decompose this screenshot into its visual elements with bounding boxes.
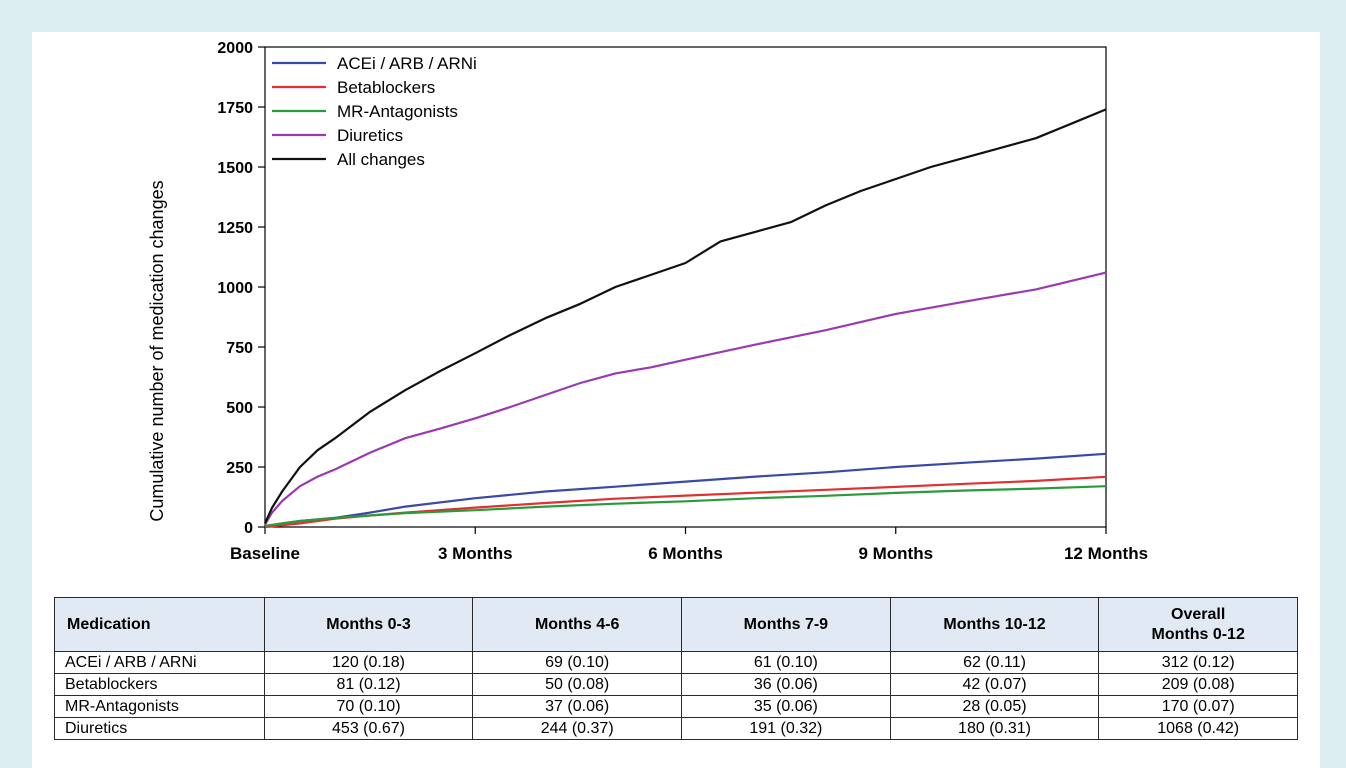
y-tick-label: 1500 bbox=[217, 160, 253, 177]
table-cell: 61 (0.10) bbox=[681, 651, 891, 674]
table-row: Diuretics 453 (0.67) 244 (0.37) 191 (0.3… bbox=[54, 717, 1298, 740]
table-cell: 191 (0.32) bbox=[681, 717, 891, 740]
header-months-7-9: Months 7-9 bbox=[681, 597, 891, 652]
table-row: ACEi / ARB / ARNi 120 (0.18) 69 (0.10) 6… bbox=[54, 651, 1298, 674]
y-tick-label: 1250 bbox=[217, 220, 253, 237]
header-medication: Medication bbox=[54, 597, 265, 652]
header-overall-line2: Months 0-12 bbox=[1151, 625, 1245, 643]
table-header-row: Medication Months 0-3 Months 4-6 Months … bbox=[54, 597, 1298, 652]
series-line-4 bbox=[263, 108, 1107, 524]
table-cell: 180 (0.31) bbox=[889, 717, 1100, 740]
x-tick-label: 12 Months bbox=[1064, 544, 1148, 563]
y-tick-label: 1750 bbox=[217, 100, 253, 117]
header-overall-line1: Overall bbox=[1171, 605, 1226, 623]
table-cell: 81 (0.12) bbox=[263, 673, 474, 696]
table-cell: 36 (0.06) bbox=[681, 673, 891, 696]
table-cell: 28 (0.05) bbox=[889, 695, 1100, 718]
legend-label: MR-Antagonists bbox=[337, 102, 458, 121]
header-months-4-6: Months 4-6 bbox=[472, 597, 683, 652]
legend-label: Betablockers bbox=[337, 78, 435, 97]
legend-label: All changes bbox=[337, 150, 425, 169]
table-cell: 170 (0.07) bbox=[1098, 695, 1298, 718]
table-cell: 312 (0.12) bbox=[1098, 651, 1298, 674]
header-overall: Overall Months 0-12 bbox=[1098, 597, 1298, 652]
medication-summary-table: Medication Months 0-3 Months 4-6 Months … bbox=[54, 597, 1298, 740]
legend-label: Diuretics bbox=[337, 126, 403, 145]
table-cell: 209 (0.08) bbox=[1098, 673, 1298, 696]
table-cell: MR-Antagonists bbox=[54, 695, 265, 718]
table-cell: 50 (0.08) bbox=[472, 673, 683, 696]
y-tick-label: 1000 bbox=[217, 280, 253, 297]
x-tick-label: 3 Months bbox=[438, 544, 513, 563]
legend: ACEi / ARB / ARNi Betablockers MR-Antagoni… bbox=[272, 54, 477, 169]
table-cell: 1068 (0.42) bbox=[1098, 717, 1298, 740]
table-cell: Diuretics bbox=[54, 717, 265, 740]
table-cell: 69 (0.10) bbox=[472, 651, 683, 674]
y-tick-label: 2000 bbox=[217, 40, 253, 57]
y-axis-label: Cumulative number of medication changes bbox=[147, 180, 167, 521]
x-tick-label: 6 Months bbox=[648, 544, 723, 563]
table-cell: 120 (0.18) bbox=[263, 651, 474, 674]
y-tick-label: 250 bbox=[226, 460, 253, 477]
table-cell: 70 (0.10) bbox=[263, 695, 474, 718]
figure-panel: Cumulative number of medication changes … bbox=[32, 32, 1320, 768]
axes: 0 250 500 750 1000 1250 1500 1750 2000 Baseline 3 … bbox=[217, 40, 1148, 563]
table-cell: 35 (0.06) bbox=[681, 695, 891, 718]
table-cell: 37 (0.06) bbox=[472, 695, 683, 718]
table-cell: 62 (0.11) bbox=[889, 651, 1100, 674]
legend-label: ACEi / ARB / ARNi bbox=[337, 54, 477, 73]
x-tick-label: Baseline bbox=[230, 544, 300, 563]
series-lines bbox=[263, 108, 1107, 529]
cumulative-changes-chart: Cumulative number of medication changes … bbox=[147, 40, 1148, 563]
x-tick-label: 9 Months bbox=[858, 544, 933, 563]
table-cell: 453 (0.67) bbox=[263, 717, 474, 740]
table-row: MR-Antagonists 70 (0.10) 37 (0.06) 35 (0… bbox=[54, 695, 1298, 718]
y-tick-label: 0 bbox=[244, 520, 253, 537]
series-line-2 bbox=[264, 485, 1107, 527]
series-line-3 bbox=[264, 271, 1107, 526]
header-months-0-3: Months 0-3 bbox=[263, 597, 474, 652]
table-cell: ACEi / ARB / ARNi bbox=[54, 651, 265, 674]
table-cell: 244 (0.37) bbox=[472, 717, 683, 740]
y-tick-label: 500 bbox=[226, 400, 253, 417]
y-tick-label: 750 bbox=[226, 340, 253, 357]
header-months-10-12: Months 10-12 bbox=[889, 597, 1100, 652]
table-cell: 42 (0.07) bbox=[889, 673, 1100, 696]
table-row: Betablockers 81 (0.12) 50 (0.08) 36 (0.0… bbox=[54, 673, 1298, 696]
table-cell: Betablockers bbox=[54, 673, 265, 696]
